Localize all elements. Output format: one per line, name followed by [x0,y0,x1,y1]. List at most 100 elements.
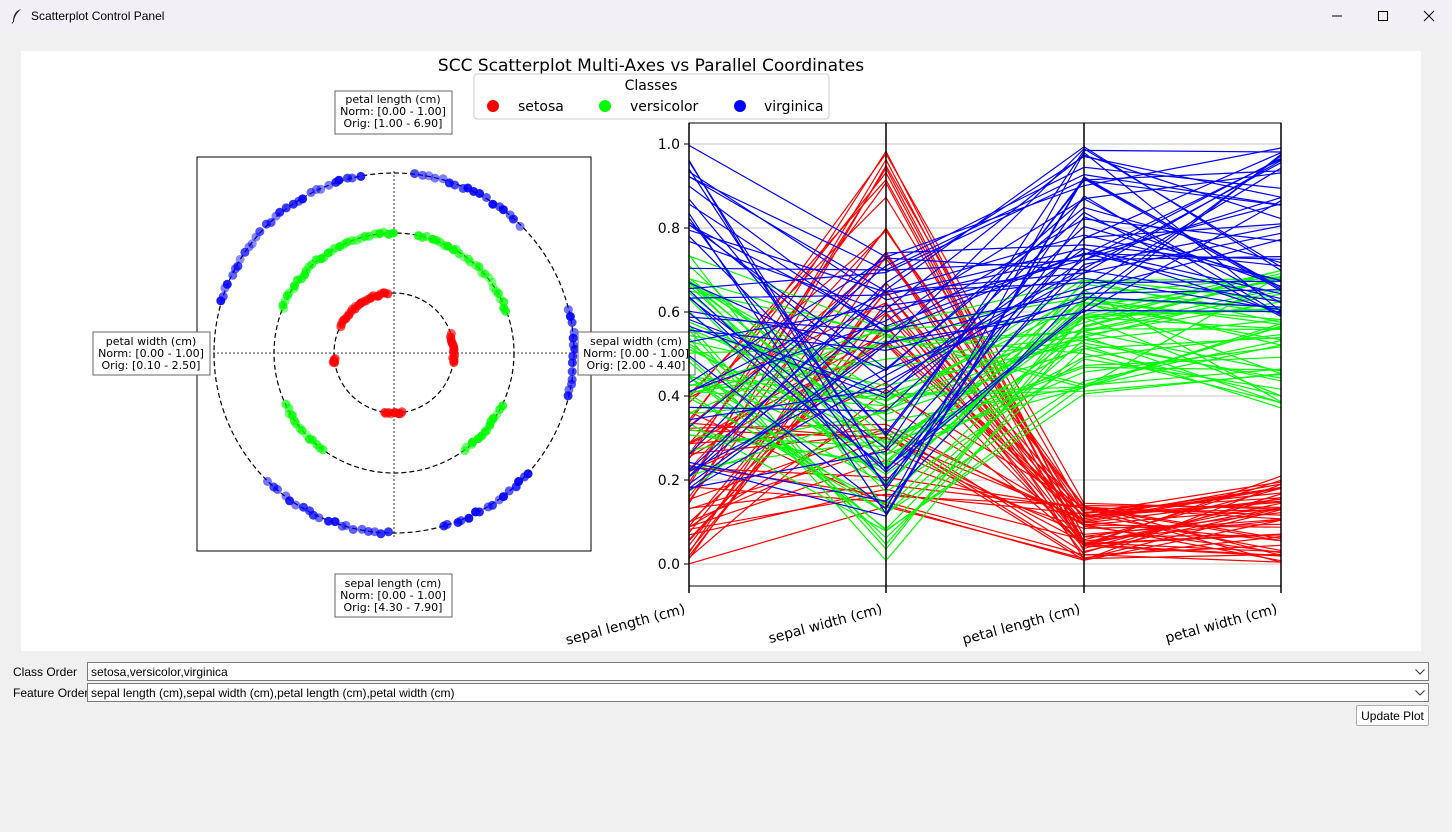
scc-point-virginica [456,516,466,526]
scc-ring-versicolor [273,232,515,474]
scc-point-versicolor [499,303,509,313]
pc-line-setosa [688,436,1282,561]
pc-line-setosa [688,505,1282,565]
scc-point-virginica [235,254,245,264]
scc-point-virginica [438,174,448,184]
scc-label-right-line3: Orig: [2.00 - 4.40] [587,359,686,372]
scc-point-virginica [271,211,281,221]
pc-line-setosa [688,484,1282,563]
scc-point-virginica [306,187,316,197]
legend-marker-virginica [734,100,746,112]
legend-label-setosa: setosa [518,99,564,115]
maximize-icon [1378,10,1388,21]
scc-point-virginica [475,507,484,517]
pc-line-versicolor [688,287,1282,476]
pc-line-versicolor [688,339,1282,514]
pc-lines [688,144,1282,565]
chevron-down-icon[interactable] [1415,684,1425,701]
feather-icon [11,8,21,24]
legend-label-virginica: virginica [764,99,824,115]
pc-line-versicolor [688,340,1282,515]
scc-point-versicolor [318,445,328,455]
scc-label-top-line3: Orig: [1.00 - 6.90] [344,117,443,130]
scc-label-left-line1: petal width (cm) [106,335,197,348]
scc-point-virginica [228,270,238,280]
scc-point-virginica [565,312,575,321]
pc-line-versicolor [688,361,1282,532]
scc-point-virginica [499,492,508,502]
pc-line-virginica [688,166,1282,428]
pc-ytick-label: 0.2 [658,473,680,489]
scc-point-virginica [567,375,577,384]
close-button[interactable] [1406,0,1452,31]
chevron-down-icon[interactable] [1415,663,1425,680]
pc-line-virginica [688,185,1282,334]
scc-label-bottom-line3: Orig: [4.30 - 7.90] [344,601,443,614]
title-bar: Scatterplot Control Panel [0,0,1452,31]
scc-point-virginica [568,351,578,361]
pc-line-virginica [688,176,1282,516]
legend: Classes setosa versicolor virginica [473,73,830,120]
pc-line-virginica [688,153,1282,470]
scc-point-virginica [220,283,230,293]
scc-point-virginica [273,485,282,494]
pc-line-virginica [688,198,1282,372]
pc-line-versicolor [688,298,1282,493]
scc-point-virginica [341,520,351,530]
pc-line-virginica [688,244,1282,456]
pc-line-setosa [688,388,1282,559]
pc-ytick-label: 0.6 [658,305,680,321]
scc-point-virginica [488,500,497,510]
scc-label-right: sepal width (cm) Norm: [0.00 - 1.00] Ori… [577,331,696,376]
maximize-button[interactable] [1360,0,1406,31]
scc-point-virginica [240,247,250,257]
pc-line-versicolor [688,270,1282,448]
class-order-value: setosa,versicolor,virginica [91,665,228,679]
pc-line-setosa [688,251,1282,557]
scc-point-virginica [430,173,440,183]
pc-axis-label: sepal width (cm) [767,601,884,647]
pc-line-setosa [688,178,1282,542]
scc-point-virginica [488,199,498,209]
legend-label-versicolor: versicolor [630,99,699,115]
pc-line-virginica [688,144,1282,258]
scc-point-versicolor [487,277,497,287]
pc-line-virginica [688,146,1282,471]
pc-yticks: 0.0 0.2 0.4 0.6 0.8 1.0 [658,137,689,573]
pc-ytick-label: 1.0 [658,137,680,153]
legend-marker-versicolor [599,100,611,112]
pc-line-virginica [688,159,1282,491]
pc-axis-labels: sepal length (cm) sepal width (cm) petal l… [564,601,1279,648]
pc-axis-label: sepal length (cm) [564,601,687,648]
scc-point-virginica [568,340,578,350]
scc-point-virginica [505,210,515,220]
pc-axis-label: petal width (cm) [1164,601,1279,646]
scc-point-versicolor [279,304,289,314]
pc-line-virginica [688,158,1282,483]
scc-label-right-line2: Norm: [0.00 - 1.00] [583,347,689,360]
figure-canvas: SCC Scatterplot Multi-Axes vs Parallel C… [21,51,1421,651]
pc-line-setosa [688,290,1282,534]
scc-point-virginica [481,193,491,202]
scc-point-virginica [356,171,366,181]
pc-line-virginica [688,170,1282,290]
minimize-button[interactable] [1314,0,1360,31]
pc-line-virginica [688,224,1282,327]
scc-point-virginica [464,513,474,523]
scc-point-virginica [569,327,579,337]
pc-ytick-label: 0.4 [658,389,680,405]
pc-line-virginica [688,149,1282,450]
pc-line-virginica [688,167,1282,346]
scc-point-virginica [376,529,386,539]
pc-line-setosa [688,432,1282,559]
scc-point-virginica [281,203,291,213]
scc-point-setosa [330,358,340,368]
update-plot-button[interactable]: Update Plot [1356,705,1429,726]
scc-label-top-line1: petal length (cm) [345,93,440,106]
pc-line-virginica [688,224,1282,370]
pc-line-virginica [688,168,1282,472]
scc-point-setosa [397,407,407,417]
feature-order-combobox[interactable]: sepal length (cm),sepal width (cm),petal… [87,683,1429,702]
scc-point-versicolor [498,401,508,411]
class-order-combobox[interactable]: setosa,versicolor,virginica [87,662,1429,681]
